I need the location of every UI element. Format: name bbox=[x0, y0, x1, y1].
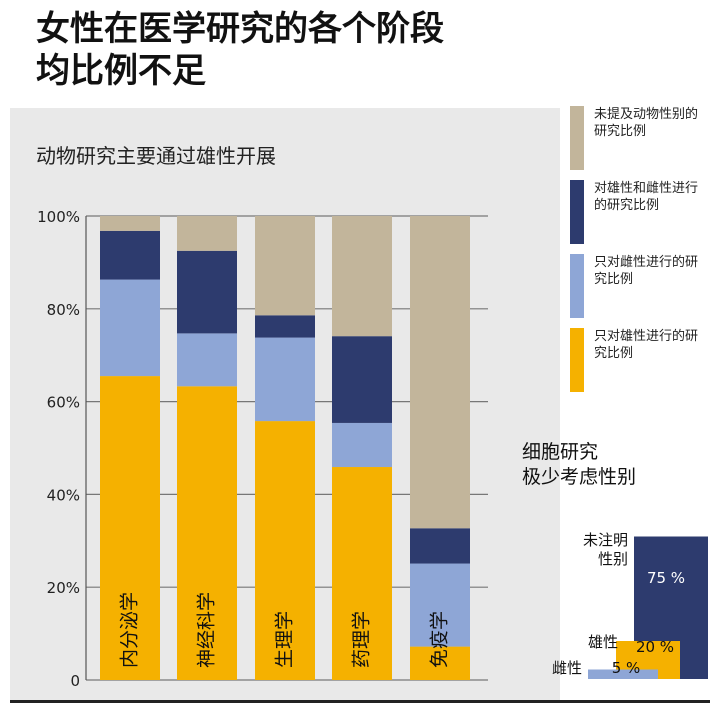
category-label: 内分泌学 bbox=[119, 592, 141, 668]
bar-segment bbox=[177, 386, 237, 680]
y-tick-label: 0 bbox=[70, 672, 80, 690]
y-tick-label: 100% bbox=[37, 208, 80, 226]
legend-swatch-unspecified bbox=[570, 106, 584, 170]
legend-item: 对雄性和雌性进行的研究比例 bbox=[570, 180, 710, 244]
bar-segment bbox=[100, 216, 160, 231]
legend-label: 对雄性和雌性进行的研究比例 bbox=[594, 181, 699, 213]
cell-chart-title: 细胞研究 极少考虑性别 bbox=[522, 440, 636, 490]
cell-category-label: 雌性 bbox=[552, 659, 582, 677]
y-tick-label: 60% bbox=[47, 394, 80, 412]
page-title: 女性在医学研究的各个阶段 均比例不足 bbox=[36, 8, 444, 92]
legend-label: 未提及动物性别的研究比例 bbox=[594, 107, 699, 139]
bar-segment bbox=[332, 336, 392, 423]
legend-item: 只对雄性进行的研究比例 bbox=[570, 328, 710, 392]
y-tick-label: 80% bbox=[47, 301, 80, 319]
bar-segment bbox=[255, 421, 315, 680]
legend-swatch-female bbox=[570, 254, 584, 318]
legend-item: 未提及动物性别的研究比例 bbox=[570, 106, 710, 170]
bar-segment bbox=[177, 250, 237, 334]
bottom-rule bbox=[10, 700, 710, 703]
category-label: 药理学 bbox=[351, 611, 373, 668]
cell-bar bbox=[588, 669, 658, 679]
bar-segment bbox=[410, 646, 470, 680]
legend-item: 只对雌性进行的研究比例 bbox=[570, 254, 710, 318]
bar-segment bbox=[100, 279, 160, 377]
cell-title-line-2: 极少考虑性别 bbox=[522, 466, 637, 488]
legend-label: 只对雌性进行的研究比例 bbox=[594, 255, 699, 287]
bar-segment bbox=[255, 216, 315, 316]
y-tick-label: 20% bbox=[47, 579, 80, 597]
bar-segment bbox=[410, 528, 470, 564]
cell-category-label: 雄性 bbox=[588, 633, 618, 651]
title-line-1: 女性在医学研究的各个阶段 bbox=[36, 9, 444, 49]
y-tick-label: 40% bbox=[47, 486, 80, 504]
chart-subtitle: 动物研究主要通过雄性开展 bbox=[36, 144, 276, 168]
category-label: 生理学 bbox=[274, 611, 296, 668]
bar-segment bbox=[410, 216, 470, 529]
bar-segment bbox=[100, 376, 160, 680]
legend-swatch-male bbox=[570, 328, 584, 392]
cell-title-line-1: 细胞研究 bbox=[522, 441, 599, 463]
bar-segment bbox=[100, 230, 160, 280]
cell-value-label: 75 % bbox=[647, 569, 685, 587]
title-line-2: 均比例不足 bbox=[36, 51, 206, 91]
bar-segment bbox=[410, 563, 470, 647]
bar-segment bbox=[332, 467, 392, 680]
cell-value-label: 5 % bbox=[612, 659, 641, 677]
category-label: 神经科学 bbox=[196, 592, 218, 668]
cell-category-label: 未注明性别 bbox=[583, 531, 628, 568]
bar-segment bbox=[177, 216, 237, 251]
category-label: 免疫学 bbox=[429, 611, 451, 668]
bar-segment bbox=[332, 422, 392, 468]
bar-segment bbox=[332, 216, 392, 337]
chart-legend: 未提及动物性别的研究比例 对雄性和雌性进行的研究比例 只对雌性进行的研究比例 只… bbox=[570, 106, 710, 402]
cell-value-label: 20 % bbox=[636, 638, 674, 656]
bar-segment bbox=[255, 315, 315, 338]
legend-swatch-both bbox=[570, 180, 584, 244]
legend-label: 只对雄性进行的研究比例 bbox=[594, 329, 699, 361]
bar-segment bbox=[255, 337, 315, 422]
bar-segment bbox=[177, 333, 237, 387]
